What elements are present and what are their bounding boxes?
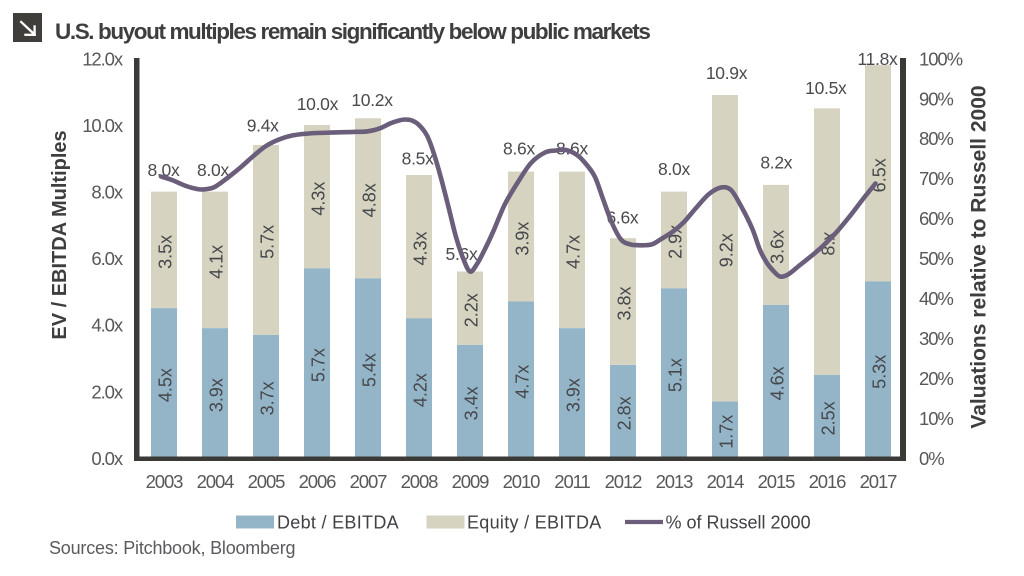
svg-text:3.4x: 3.4x: [461, 386, 481, 420]
svg-text:2013: 2013: [656, 471, 694, 492]
svg-text:12.0x: 12.0x: [82, 48, 124, 69]
svg-text:10.0x: 10.0x: [82, 115, 124, 136]
svg-text:8.0x: 8.0x: [197, 160, 229, 180]
svg-text:2010: 2010: [503, 471, 541, 492]
svg-text:8.2x: 8.2x: [760, 153, 792, 173]
svg-text:10.9x: 10.9x: [706, 63, 748, 83]
svg-text:4.0x: 4.0x: [91, 315, 123, 336]
svg-text:2.0x: 2.0x: [91, 381, 123, 402]
svg-text:8.5x: 8.5x: [402, 149, 434, 169]
svg-text:2014: 2014: [707, 471, 745, 492]
svg-text:4.7x: 4.7x: [512, 365, 532, 399]
svg-text:8.0x: 8.0x: [91, 182, 123, 203]
svg-text:20%: 20%: [919, 368, 953, 389]
svg-text:10.2x: 10.2x: [351, 90, 393, 110]
svg-text:4.3x: 4.3x: [308, 182, 328, 216]
svg-text:4.7x: 4.7x: [563, 235, 583, 269]
svg-text:3.7x: 3.7x: [257, 381, 277, 415]
svg-text:Sources: Pitchbook, Bloomberg: Sources: Pitchbook, Bloomberg: [49, 538, 295, 558]
svg-text:2015: 2015: [758, 471, 796, 492]
svg-text:11.8x: 11.8x: [857, 49, 898, 69]
svg-text:5.4x: 5.4x: [359, 353, 379, 387]
svg-text:3.9x: 3.9x: [563, 378, 583, 412]
svg-text:2.8x: 2.8x: [614, 396, 634, 430]
svg-text:2016: 2016: [809, 471, 847, 492]
svg-text:9.4x: 9.4x: [247, 116, 279, 136]
svg-text:2.5x: 2.5x: [818, 401, 838, 435]
svg-text:100%: 100%: [919, 48, 963, 69]
svg-text:4.6x: 4.6x: [767, 366, 787, 400]
svg-text:90%: 90%: [919, 88, 953, 109]
svg-text:2008: 2008: [401, 471, 439, 492]
svg-text:5.7x: 5.7x: [257, 225, 277, 259]
svg-text:2005: 2005: [248, 471, 286, 492]
svg-text:5.1x: 5.1x: [665, 358, 685, 392]
svg-text:10%: 10%: [919, 408, 953, 429]
svg-text:4.2x: 4.2x: [410, 373, 430, 407]
svg-text:2004: 2004: [197, 471, 235, 492]
svg-text:9.2x: 9.2x: [716, 233, 736, 267]
svg-text:3.5x: 3.5x: [155, 235, 175, 269]
svg-text:4.3x: 4.3x: [410, 231, 430, 265]
svg-text:6.0x: 6.0x: [91, 248, 123, 269]
svg-text:2003: 2003: [146, 471, 184, 492]
svg-text:60%: 60%: [919, 208, 953, 229]
svg-text:80%: 80%: [919, 128, 953, 149]
svg-text:1.7x: 1.7x: [716, 415, 736, 449]
svg-text:0%: 0%: [919, 448, 944, 469]
svg-text:Valuations relative to Russell: Valuations relative to Russell 2000: [968, 85, 991, 428]
svg-text:% of Russell 2000: % of Russell 2000: [666, 513, 811, 533]
svg-text:8.0x: 8.0x: [148, 160, 180, 180]
svg-text:0.0x: 0.0x: [91, 448, 123, 469]
svg-text:6.6x: 6.6x: [606, 208, 638, 228]
svg-text:3.6x: 3.6x: [767, 230, 787, 264]
svg-text:Equity / EBITDA: Equity / EBITDA: [467, 513, 602, 533]
svg-text:10.0x: 10.0x: [297, 94, 339, 114]
svg-text:8.0x: 8.0x: [658, 159, 690, 179]
svg-text:4.8x: 4.8x: [359, 183, 379, 217]
svg-text:3.8x: 3.8x: [614, 286, 634, 320]
svg-text:EV / EBITDA Multiples: EV / EBITDA Multiples: [49, 130, 71, 339]
svg-text:4.1x: 4.1x: [206, 245, 226, 279]
svg-text:2012: 2012: [605, 471, 643, 492]
svg-text:4.5x: 4.5x: [155, 368, 175, 402]
svg-text:Debt / EBITDA: Debt / EBITDA: [277, 513, 399, 533]
svg-text:70%: 70%: [919, 168, 953, 189]
svg-text:10.5x: 10.5x: [805, 78, 847, 98]
svg-text:2009: 2009: [452, 471, 490, 492]
svg-text:2006: 2006: [299, 471, 337, 492]
svg-text:8.6x: 8.6x: [503, 139, 535, 159]
svg-text:2.2x: 2.2x: [461, 293, 481, 327]
svg-text:8.6x: 8.6x: [556, 139, 588, 159]
svg-text:5.7x: 5.7x: [308, 348, 328, 382]
svg-text:2017: 2017: [860, 471, 898, 492]
svg-text:5.3x: 5.3x: [869, 355, 889, 389]
svg-text:3.9x: 3.9x: [512, 222, 532, 256]
svg-text:2007: 2007: [350, 471, 388, 492]
svg-text:3.9x: 3.9x: [206, 378, 226, 412]
svg-text:50%: 50%: [919, 248, 953, 269]
svg-text:30%: 30%: [919, 328, 953, 349]
svg-text:U.S. buyout multiples remain s: U.S. buyout multiples remain significant…: [55, 19, 650, 44]
svg-text:2011: 2011: [554, 471, 590, 492]
svg-text:40%: 40%: [919, 288, 953, 309]
